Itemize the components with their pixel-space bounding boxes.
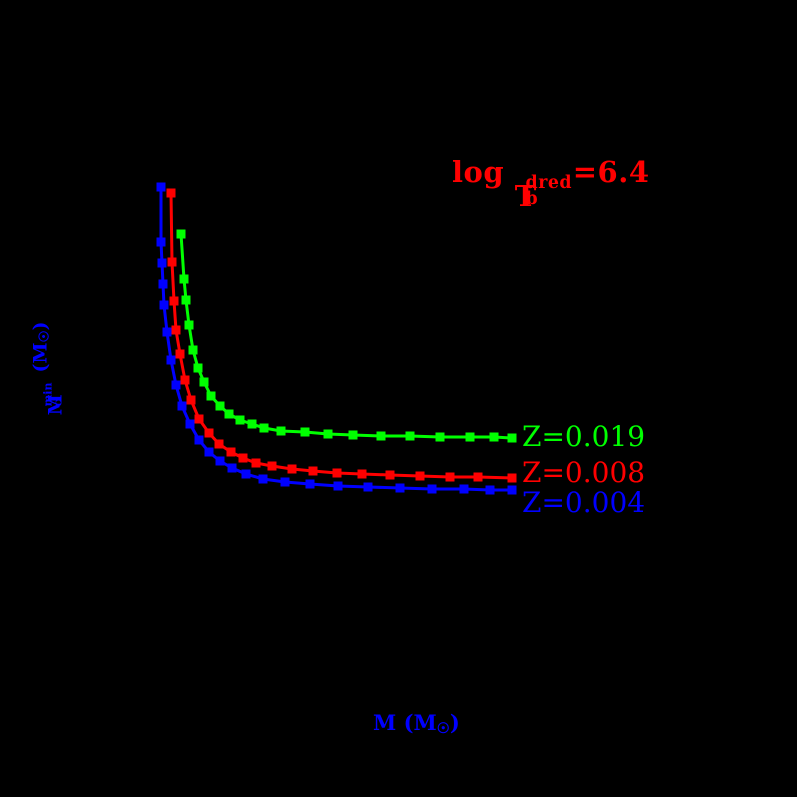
data-point-marker <box>427 484 437 494</box>
data-point-marker <box>194 414 204 424</box>
y-axis-unit-close: ) <box>29 321 52 331</box>
data-point-marker <box>215 456 225 466</box>
data-point-marker <box>227 463 237 473</box>
annotation-value: =6.4 <box>572 155 650 189</box>
data-point-marker <box>363 482 373 492</box>
data-point-marker <box>214 439 224 449</box>
data-point-marker <box>188 345 198 355</box>
data-point-marker <box>251 458 261 468</box>
series-Z0004 <box>156 182 517 495</box>
data-point-marker <box>238 453 248 463</box>
data-point-marker <box>507 485 517 495</box>
series-Z0019 <box>176 229 517 443</box>
data-point-marker <box>276 426 286 436</box>
data-point-marker <box>179 274 189 284</box>
data-point-marker <box>435 432 445 442</box>
data-point-marker <box>166 188 176 198</box>
data-point-marker <box>258 474 268 484</box>
data-point-marker <box>169 296 179 306</box>
data-point-marker <box>175 349 185 359</box>
legend-label-z0008: Z=0.008 <box>522 456 646 489</box>
data-point-marker <box>415 471 425 481</box>
data-point-marker <box>280 477 290 487</box>
data-point-marker <box>473 472 483 482</box>
annotation-superscript: dred <box>525 172 573 193</box>
data-point-marker <box>247 419 257 429</box>
data-point-marker <box>159 300 169 310</box>
x-axis-unit-open: (M <box>403 710 437 735</box>
annotation-base: T <box>514 179 537 213</box>
legend-label-z0004: Z=0.004 <box>522 486 646 519</box>
y-axis-subscript: c <box>51 399 65 407</box>
data-point-marker <box>357 469 367 479</box>
data-point-marker <box>300 427 310 437</box>
data-point-marker <box>489 432 499 442</box>
data-point-marker <box>405 431 415 441</box>
data-point-marker <box>215 401 225 411</box>
data-point-marker <box>171 325 181 335</box>
data-point-marker <box>177 401 187 411</box>
data-point-marker <box>287 464 297 474</box>
data-point-marker <box>224 409 234 419</box>
data-point-marker <box>185 419 195 429</box>
sun-symbol-icon: ☉ <box>436 719 450 737</box>
data-point-marker <box>459 484 469 494</box>
data-point-marker <box>193 363 203 373</box>
data-point-marker <box>184 320 194 330</box>
data-point-marker <box>305 479 315 489</box>
data-point-marker <box>465 432 475 442</box>
data-point-marker <box>308 466 318 476</box>
data-point-marker <box>157 258 167 268</box>
annotation-subscript: b <box>525 189 539 210</box>
data-point-marker <box>181 295 191 305</box>
data-point-marker <box>395 483 405 493</box>
data-point-marker <box>199 377 209 387</box>
x-axis-unit-close: ) <box>449 710 460 735</box>
data-point-marker <box>162 327 172 337</box>
data-point-marker <box>176 229 186 239</box>
data-point-marker <box>167 257 177 267</box>
data-point-marker <box>376 431 386 441</box>
data-point-marker <box>180 375 190 385</box>
data-point-marker <box>445 472 455 482</box>
data-point-marker <box>348 430 358 440</box>
data-point-marker <box>385 470 395 480</box>
series-line <box>179 232 514 440</box>
legend-label-z0019: Z=0.019 <box>522 420 646 453</box>
data-point-marker <box>204 447 214 457</box>
data-point-marker <box>241 469 251 479</box>
data-point-marker <box>206 391 216 401</box>
series-line <box>159 185 514 492</box>
data-point-marker <box>194 435 204 445</box>
data-point-marker <box>171 380 181 390</box>
series-Z0008 <box>166 188 517 483</box>
data-point-marker <box>204 428 214 438</box>
data-point-marker <box>507 473 517 483</box>
y-axis-unit-open: (M <box>29 342 52 373</box>
data-point-marker <box>166 355 176 365</box>
data-point-marker <box>158 279 168 289</box>
series-group <box>156 182 517 495</box>
data-point-marker <box>186 395 196 405</box>
data-point-marker <box>226 447 236 457</box>
data-point-marker <box>333 481 343 491</box>
x-axis-label-main: M <box>373 710 397 735</box>
data-point-marker <box>156 182 166 192</box>
x-axis-label: M (M☉) <box>373 712 460 736</box>
data-point-marker <box>259 423 269 433</box>
data-point-marker <box>323 429 333 439</box>
annotation-prefix: log <box>452 155 505 189</box>
data-point-marker <box>235 415 245 425</box>
data-point-marker <box>507 433 517 443</box>
data-point-marker <box>267 461 277 471</box>
data-point-marker <box>156 237 166 247</box>
data-point-marker <box>332 468 342 478</box>
sun-symbol-icon: ☉ <box>38 330 54 343</box>
data-point-marker <box>485 485 495 495</box>
